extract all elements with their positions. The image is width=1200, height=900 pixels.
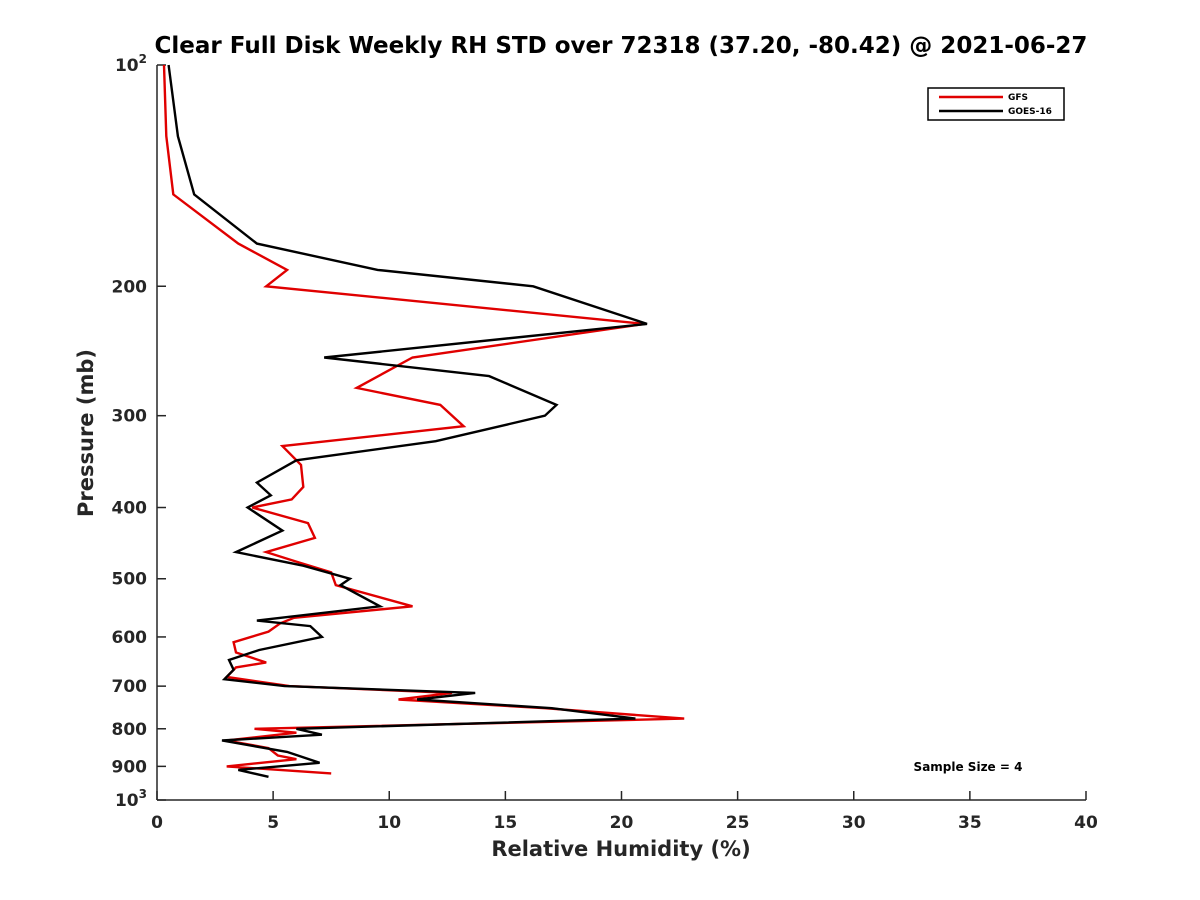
legend-label-goes16: GOES-16 <box>1008 107 1052 117</box>
series-line-goes16 <box>167 64 648 778</box>
chart-title: Clear Full Disk Weekly RH STD over 72318… <box>155 33 1088 59</box>
y-tick-label: 800 <box>112 720 148 740</box>
x-axis-ticks: 0 5 10 15 20 25 30 35 40 <box>151 791 1098 833</box>
y-axis-ticks: 102 200 300 400 500 600 700 800 900 103 <box>112 52 166 811</box>
x-tick-label: 10 <box>377 813 401 833</box>
x-tick-label: 15 <box>494 813 518 833</box>
legend: GFS GOES-16 <box>927 87 1065 121</box>
x-tick-label: 25 <box>726 813 750 833</box>
y-tick-label: 102 <box>115 52 147 76</box>
sample-size-annotation: Sample Size = 4 <box>914 760 1023 774</box>
series-lines <box>162 64 685 778</box>
x-tick-label: 0 <box>151 813 163 833</box>
y-axis-label: Pressure (mb) <box>74 349 98 517</box>
x-tick-label: 30 <box>842 813 866 833</box>
x-tick-label: 5 <box>267 813 279 833</box>
y-tick-label: 900 <box>112 757 148 777</box>
y-tick-label: 500 <box>112 570 148 590</box>
y-tick-label: 600 <box>112 628 148 648</box>
x-tick-label: 20 <box>610 813 634 833</box>
legend-box <box>927 87 1065 121</box>
y-tick-label: 200 <box>112 277 148 297</box>
y-tick-label: 700 <box>112 677 148 697</box>
y-tick-label: 103 <box>115 787 147 811</box>
x-tick-label: 40 <box>1074 813 1098 833</box>
y-tick-label: 400 <box>112 499 148 519</box>
x-axis-label: Relative Humidity (%) <box>491 837 750 861</box>
y-tick-label: 300 <box>112 407 148 427</box>
x-tick-label: 35 <box>958 813 982 833</box>
legend-label-gfs: GFS <box>1008 93 1028 103</box>
